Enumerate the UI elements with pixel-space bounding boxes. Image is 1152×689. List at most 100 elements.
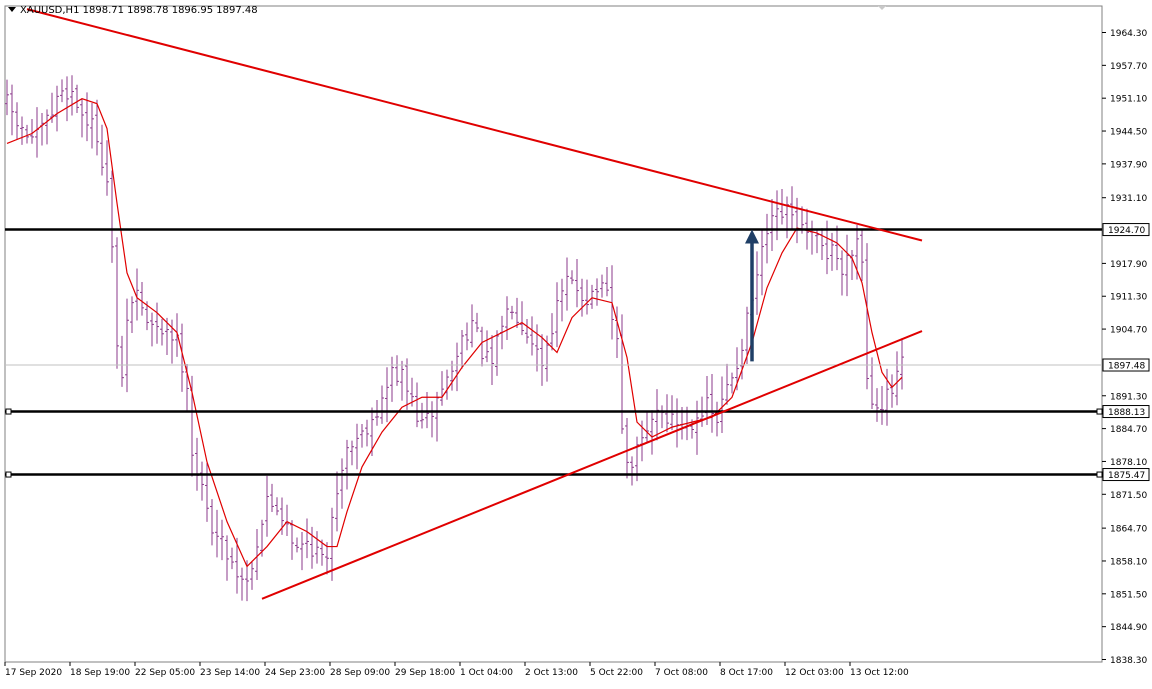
ohlc-bar	[835, 225, 839, 271]
ohlc-bar	[160, 318, 164, 346]
y-tick-label: 1891.30	[1110, 392, 1147, 402]
current-price-label: 1897.48	[1108, 362, 1145, 372]
level-price-label-box	[1102, 468, 1150, 482]
x-tick-label: 22 Sep 05:00	[135, 668, 195, 678]
x-tick-label: 23 Sep 14:00	[200, 668, 260, 678]
x-tick-label: 18 Sep 19:00	[70, 668, 130, 678]
ohlc-bar	[405, 358, 409, 410]
ohlc-bar	[380, 385, 384, 424]
ohlc-bar	[510, 305, 514, 320]
ohlc-bar	[135, 268, 139, 321]
ohlc-bar	[895, 351, 899, 406]
y-tick-label: 1878.10	[1110, 458, 1147, 468]
ohlc-bar	[525, 318, 529, 344]
ohlc-bar	[265, 475, 269, 537]
ohlc-bar	[65, 76, 69, 122]
ohlc-bar	[250, 560, 254, 590]
ohlc-bar	[395, 355, 399, 386]
x-tick-label: 5 Oct 22:00	[590, 668, 643, 678]
ohlc-bar	[770, 198, 774, 251]
ohlc-bar	[555, 282, 559, 348]
ohlc-bar	[300, 532, 304, 571]
trendline	[261, 330, 923, 600]
x-tick-label: 8 Oct 17:00	[720, 668, 773, 678]
ohlc-bar	[870, 357, 874, 410]
ohlc-bar	[740, 338, 744, 380]
ohlc-bar	[490, 335, 494, 386]
ohlc-bar	[95, 99, 99, 156]
ohlc-bar	[295, 537, 299, 553]
ohlc-bar	[745, 306, 749, 364]
y-tick-label: 1904.70	[1110, 326, 1147, 336]
scroll-triangle-icon	[878, 6, 886, 10]
ohlc-bar	[360, 424, 364, 448]
ohlc-bar	[385, 367, 389, 423]
ohlc-bar	[45, 109, 49, 145]
ohlc-bar	[450, 360, 454, 391]
symbol-label: XAUUSD,H1	[20, 5, 80, 16]
ohlc-bar	[180, 323, 184, 392]
ohlc-bar	[270, 483, 274, 512]
y-tick-label: 1911.30	[1110, 293, 1147, 303]
x-tick-label: 17 Sep 2020	[5, 668, 62, 678]
x-tick-label: 28 Sep 09:00	[330, 668, 390, 678]
ohlc-bar	[630, 456, 634, 486]
ohlc-bar	[70, 75, 74, 116]
dropdown-triangle-icon[interactable]	[8, 7, 16, 12]
ohlc-bar	[875, 388, 879, 422]
ohlc-bar	[150, 312, 154, 347]
ohlc-bar	[565, 257, 569, 311]
ohlc-bar	[530, 316, 534, 356]
y-tick-label: 1838.30	[1110, 656, 1147, 666]
ohlc-bar	[595, 278, 599, 306]
y-tick-label: 1851.50	[1110, 590, 1147, 600]
ohlc-bar	[100, 124, 104, 176]
ohlc-bar	[390, 356, 394, 402]
ohlc-bar	[75, 84, 79, 113]
x-tick-label: 13 Oct 12:00	[850, 668, 909, 678]
ohlc-bar	[420, 402, 424, 429]
ohlc-bar	[455, 342, 459, 392]
ohlc-bar	[425, 391, 429, 429]
ohlc-bar	[370, 407, 374, 456]
y-tick-label: 1931.10	[1110, 194, 1147, 204]
ohlc-bar	[900, 338, 904, 390]
ohlc-bar	[440, 371, 444, 406]
ohlc-bar	[335, 471, 339, 532]
ohlc-bar	[80, 99, 84, 138]
x-tick-label: 12 Oct 03:00	[785, 668, 844, 678]
ohlc-bar	[520, 301, 524, 336]
y-tick-label: 1937.90	[1110, 160, 1147, 170]
ohlc-bar	[540, 334, 544, 386]
ohlc-bar	[755, 251, 759, 315]
ohlc-bar	[5, 79, 9, 116]
ohlc-bar	[10, 84, 14, 136]
ohlc-bar	[475, 312, 479, 333]
ohlc-bar	[720, 376, 724, 433]
level-handle	[1096, 471, 1103, 478]
y-tick-label: 1864.70	[1110, 525, 1147, 535]
ohlc-bar	[205, 462, 209, 522]
ohlc-bar	[730, 372, 734, 394]
ohlc-bar	[220, 519, 224, 561]
ohlc-bar	[515, 297, 519, 328]
ohlc-bar	[470, 304, 474, 348]
ohlc-bar	[580, 278, 584, 317]
ohlc-bar	[645, 411, 649, 444]
ohlc-bar	[600, 274, 604, 298]
ohlc-bar	[830, 232, 834, 271]
ohlc-bar	[485, 330, 489, 363]
ohlc-bar	[505, 296, 509, 340]
y-tick-label: 1884.70	[1110, 425, 1147, 435]
level-price-label: 1875.47	[1108, 471, 1145, 481]
moving-average-line	[6, 98, 903, 568]
ohlc-bar	[325, 542, 329, 575]
level-handle	[5, 408, 12, 415]
ohlc-bar	[480, 326, 484, 367]
ohlc-bar	[560, 278, 564, 322]
ohlc-bar	[125, 298, 129, 393]
ohlc-bar	[765, 213, 769, 264]
y-tick-label: 1871.50	[1110, 491, 1147, 501]
ohlc-bar	[210, 499, 214, 546]
